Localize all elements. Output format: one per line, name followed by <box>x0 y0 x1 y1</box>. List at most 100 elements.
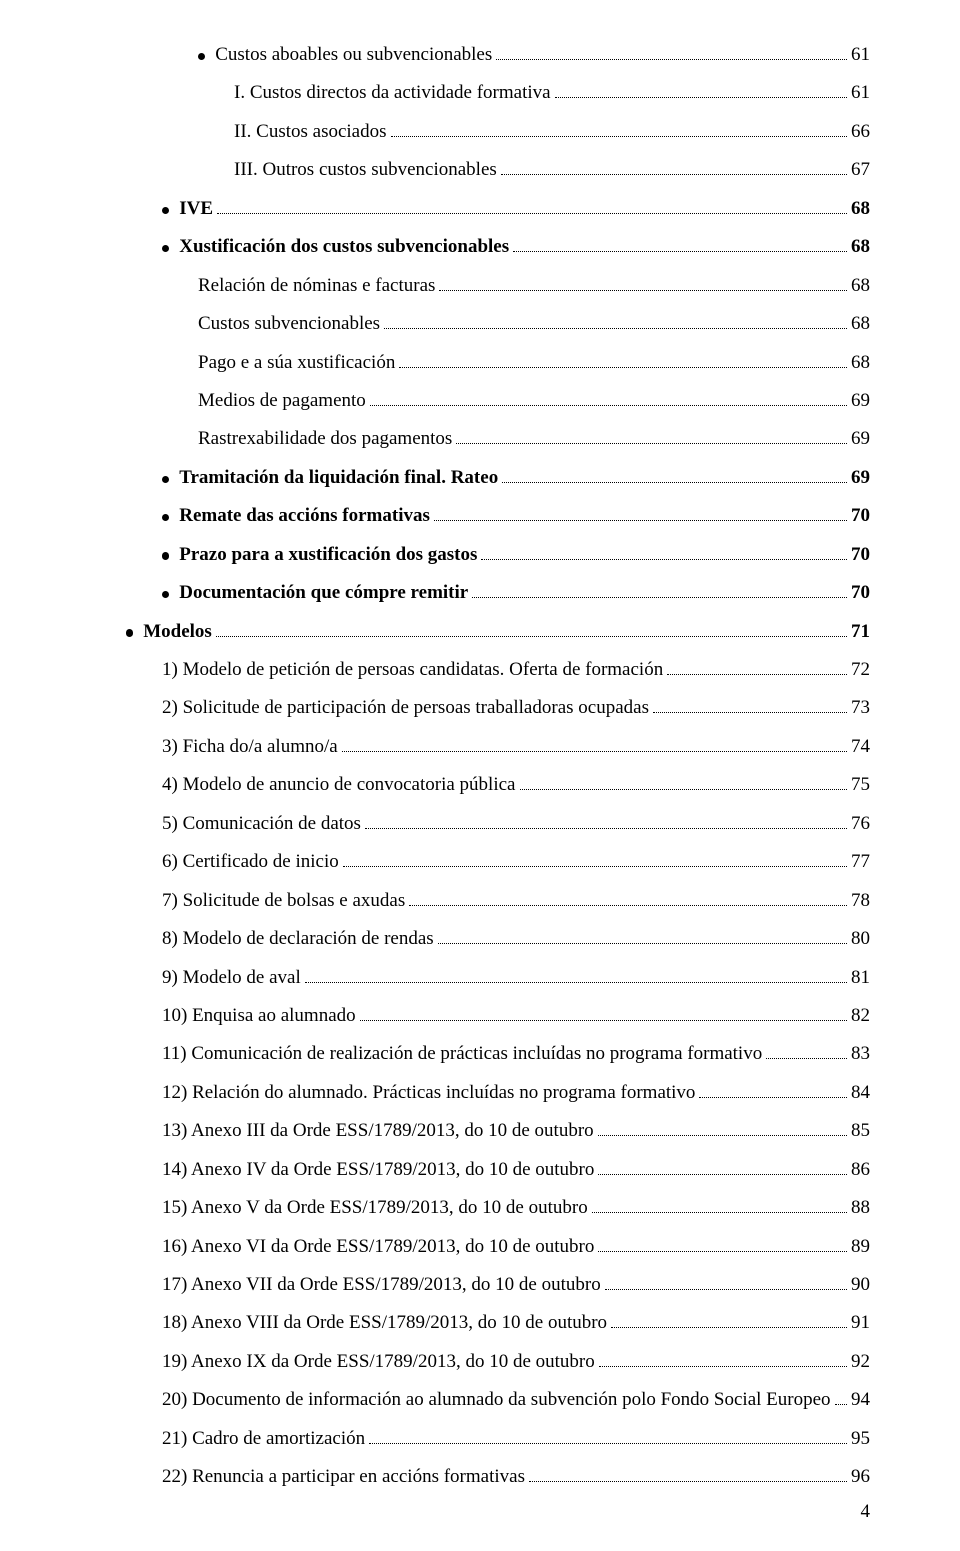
toc-page-number: 78 <box>851 886 870 915</box>
toc-entry: Pago e a súa xustificación 68 <box>90 348 870 377</box>
toc-entry: 20) Documento de información ao alumnado… <box>90 1385 870 1414</box>
toc-entry: I. Custos directos da actividade formati… <box>90 78 870 107</box>
toc-label: 16) Anexo VI da Orde ESS/1789/2013, do 1… <box>162 1232 594 1261</box>
toc-leader-dots <box>611 1310 847 1328</box>
bullet-icon <box>126 629 133 636</box>
toc-entry: 2) Solicitude de participación de persoa… <box>90 693 870 722</box>
toc-entry: 19) Anexo IX da Orde ESS/1789/2013, do 1… <box>90 1347 870 1376</box>
toc-page-number: 72 <box>851 655 870 684</box>
toc-label: Pago e a súa xustificación <box>198 348 395 377</box>
toc-label: Relación de nóminas e facturas <box>198 271 435 300</box>
toc-entry: IVE 68 <box>90 194 870 223</box>
toc-label: 3) Ficha do/a alumno/a <box>162 732 338 761</box>
page-number: 4 <box>861 1501 871 1523</box>
toc-label: 21) Cadro de amortización <box>162 1424 365 1453</box>
toc-entry: 14) Anexo IV da Orde ESS/1789/2013, do 1… <box>90 1155 870 1184</box>
toc-entry: Tramitación da liquidación final. Rateo … <box>90 463 870 492</box>
toc-leader-dots <box>835 1387 847 1405</box>
toc-label: 14) Anexo IV da Orde ESS/1789/2013, do 1… <box>162 1155 594 1184</box>
toc-leader-dots <box>434 503 847 521</box>
toc-leader-dots <box>598 1233 847 1251</box>
toc-label: 11) Comunicación de realización de práct… <box>162 1039 762 1068</box>
toc-entry: Custos aboables ou subvencionables 61 <box>90 40 870 69</box>
toc-page-number: 96 <box>851 1462 870 1491</box>
toc-leader-dots <box>305 964 847 982</box>
bullet-icon <box>162 207 169 214</box>
toc-leader-dots <box>699 1080 847 1098</box>
toc-label: 4) Modelo de anuncio de convocatoria púb… <box>162 770 516 799</box>
toc-page-number: 61 <box>851 40 870 69</box>
toc-label: 18) Anexo VIII da Orde ESS/1789/2013, do… <box>162 1308 607 1337</box>
toc-leader-dots <box>605 1272 847 1290</box>
toc-entry: Custos subvencionables 68 <box>90 309 870 338</box>
toc-entry: 17) Anexo VII da Orde ESS/1789/2013, do … <box>90 1270 870 1299</box>
toc-page-number: 92 <box>851 1347 870 1376</box>
toc-label: 15) Anexo V da Orde ESS/1789/2013, do 10… <box>162 1193 588 1222</box>
toc-page-number: 82 <box>851 1001 870 1030</box>
toc-entry: 8) Modelo de declaración de rendas 80 <box>90 924 870 953</box>
toc-page-number: 89 <box>851 1232 870 1261</box>
toc-page-number: 68 <box>851 271 870 300</box>
page-container: Custos aboables ou subvencionables 61 I. … <box>0 0 960 1551</box>
bullet-icon <box>162 245 169 252</box>
toc-leader-dots <box>399 349 847 367</box>
toc-label: Remate das accións formativas <box>179 501 430 530</box>
toc-entry: Modelos 71 <box>90 617 870 646</box>
toc-entry: Xustificación dos custos subvencionables… <box>90 232 870 261</box>
toc-entry: 10) Enquisa ao alumnado 82 <box>90 1001 870 1030</box>
toc-label: 13) Anexo III da Orde ESS/1789/2013, do … <box>162 1116 594 1145</box>
toc-entry: Prazo para a xustificación dos gastos 70 <box>90 540 870 569</box>
toc-label: 5) Comunicación de datos <box>162 809 361 838</box>
toc-entry: II. Custos asociados 66 <box>90 117 870 146</box>
toc-leader-dots <box>472 580 847 598</box>
bullet-icon <box>198 53 205 60</box>
toc-label: Modelos <box>143 617 212 646</box>
toc-leader-dots <box>599 1349 847 1367</box>
toc-leader-dots <box>502 465 847 483</box>
toc-entry: Rastrexabilidade dos pagamentos 69 <box>90 424 870 453</box>
toc-label: Custos subvencionables <box>198 309 380 338</box>
toc-page-number: 71 <box>851 617 870 646</box>
toc-page-number: 70 <box>851 540 870 569</box>
toc-leader-dots <box>501 157 847 175</box>
toc-leader-dots <box>409 888 847 906</box>
toc-page-number: 69 <box>851 386 870 415</box>
toc-label: Xustificación dos custos subvencionables <box>179 232 509 261</box>
toc-label: IVE <box>179 194 213 223</box>
toc-page-number: 88 <box>851 1193 870 1222</box>
toc-label: I. Custos directos da actividade formati… <box>234 78 551 107</box>
toc-leader-dots <box>439 273 847 291</box>
toc-entry: 15) Anexo V da Orde ESS/1789/2013, do 10… <box>90 1193 870 1222</box>
bullet-icon <box>162 591 169 598</box>
toc-entry: 6) Certificado de inicio 77 <box>90 847 870 876</box>
toc-entry: 3) Ficha do/a alumno/a 74 <box>90 732 870 761</box>
bullet-icon <box>162 476 169 483</box>
toc-page-number: 67 <box>851 155 870 184</box>
toc-page-number: 66 <box>851 117 870 146</box>
toc-page-number: 70 <box>851 501 870 530</box>
toc-page-number: 69 <box>851 424 870 453</box>
toc-page-number: 80 <box>851 924 870 953</box>
toc-page-number: 81 <box>851 963 870 992</box>
toc-leader-dots <box>360 1003 847 1021</box>
toc-entry: 16) Anexo VI da Orde ESS/1789/2013, do 1… <box>90 1232 870 1261</box>
toc-entry: 22) Renuncia a participar en accións for… <box>90 1462 870 1491</box>
toc-entry: Relación de nóminas e facturas 68 <box>90 271 870 300</box>
toc-page-number: 68 <box>851 309 870 338</box>
table-of-contents: Custos aboables ou subvencionables 61 I. … <box>90 40 870 1492</box>
toc-label: Prazo para a xustificación dos gastos <box>179 540 477 569</box>
bullet-icon <box>162 514 169 521</box>
toc-page-number: 61 <box>851 78 870 107</box>
toc-leader-dots <box>513 234 847 252</box>
toc-leader-dots <box>456 426 847 444</box>
toc-leader-dots <box>496 42 847 60</box>
toc-page-number: 84 <box>851 1078 870 1107</box>
toc-page-number: 73 <box>851 693 870 722</box>
toc-page-number: 85 <box>851 1116 870 1145</box>
toc-leader-dots <box>653 695 847 713</box>
toc-entry: 4) Modelo de anuncio de convocatoria púb… <box>90 770 870 799</box>
toc-page-number: 74 <box>851 732 870 761</box>
toc-leader-dots <box>555 80 847 98</box>
toc-label: 10) Enquisa ao alumnado <box>162 1001 356 1030</box>
toc-leader-dots <box>217 196 847 214</box>
